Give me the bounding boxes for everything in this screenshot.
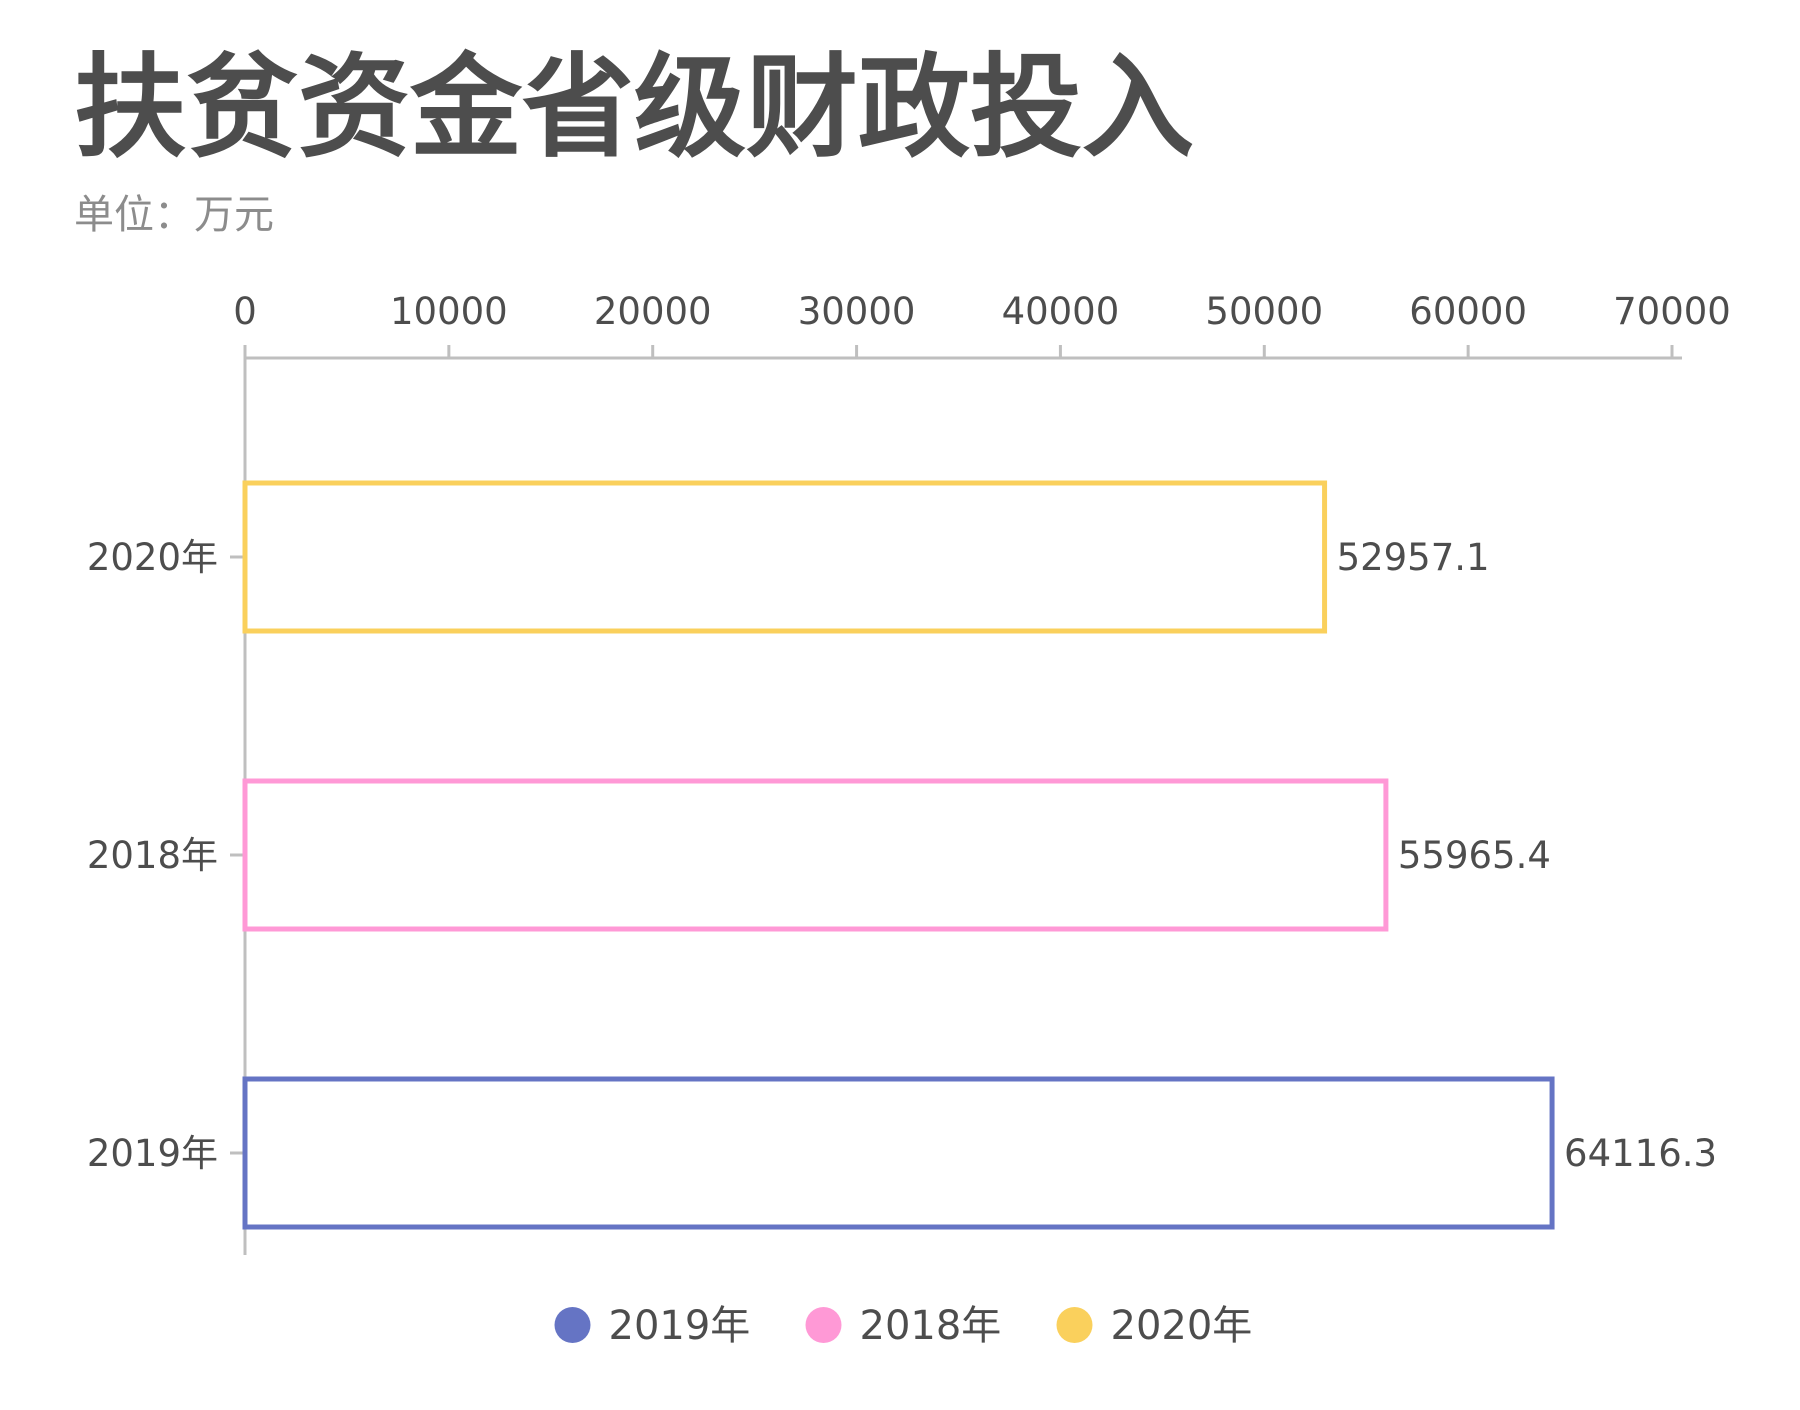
x-tick-label: 40000: [1002, 290, 1120, 333]
legend: 2019年 2018年 2020年: [554, 1303, 1253, 1349]
legend-marker-1: [805, 1307, 842, 1343]
bars-layer: 52957.1 55965.4 64116.3: [242, 480, 1717, 1230]
x-tick-label: 70000: [1613, 290, 1731, 333]
y-tick-label: 2018年: [87, 834, 218, 877]
chart-subtitle: 单位：万元: [74, 192, 274, 238]
axis-layer: 0 10000 20000 30000 40000 50000 60000 70000 2020…: [87, 290, 1731, 1255]
legend-label: 2018年: [860, 1303, 1002, 1349]
y-tick-label: 2020年: [87, 536, 218, 579]
legend-marker-2: [1056, 1307, 1093, 1343]
x-tick-label: 10000: [390, 290, 508, 333]
x-tick-label: 20000: [594, 290, 712, 333]
bar-2: [242, 1076, 1555, 1230]
legend-marker-0: [554, 1307, 591, 1343]
data-label: 55965.4: [1398, 834, 1551, 877]
x-tick-label: 30000: [798, 290, 916, 333]
bar-0: [242, 480, 1328, 634]
y-tick-label: 2019年: [87, 1132, 218, 1175]
data-label: 52957.1: [1337, 536, 1490, 579]
chart-title: 扶贫资金省级财政投入: [74, 43, 1194, 173]
bar-1: [242, 778, 1389, 932]
data-label: 64116.3: [1564, 1132, 1717, 1175]
x-tick-label: 60000: [1409, 290, 1527, 333]
legend-label: 2019年: [609, 1303, 751, 1349]
legend-label: 2020年: [1111, 1303, 1253, 1349]
x-tick-label: 0: [233, 290, 257, 333]
x-tick-label: 50000: [1205, 290, 1323, 333]
